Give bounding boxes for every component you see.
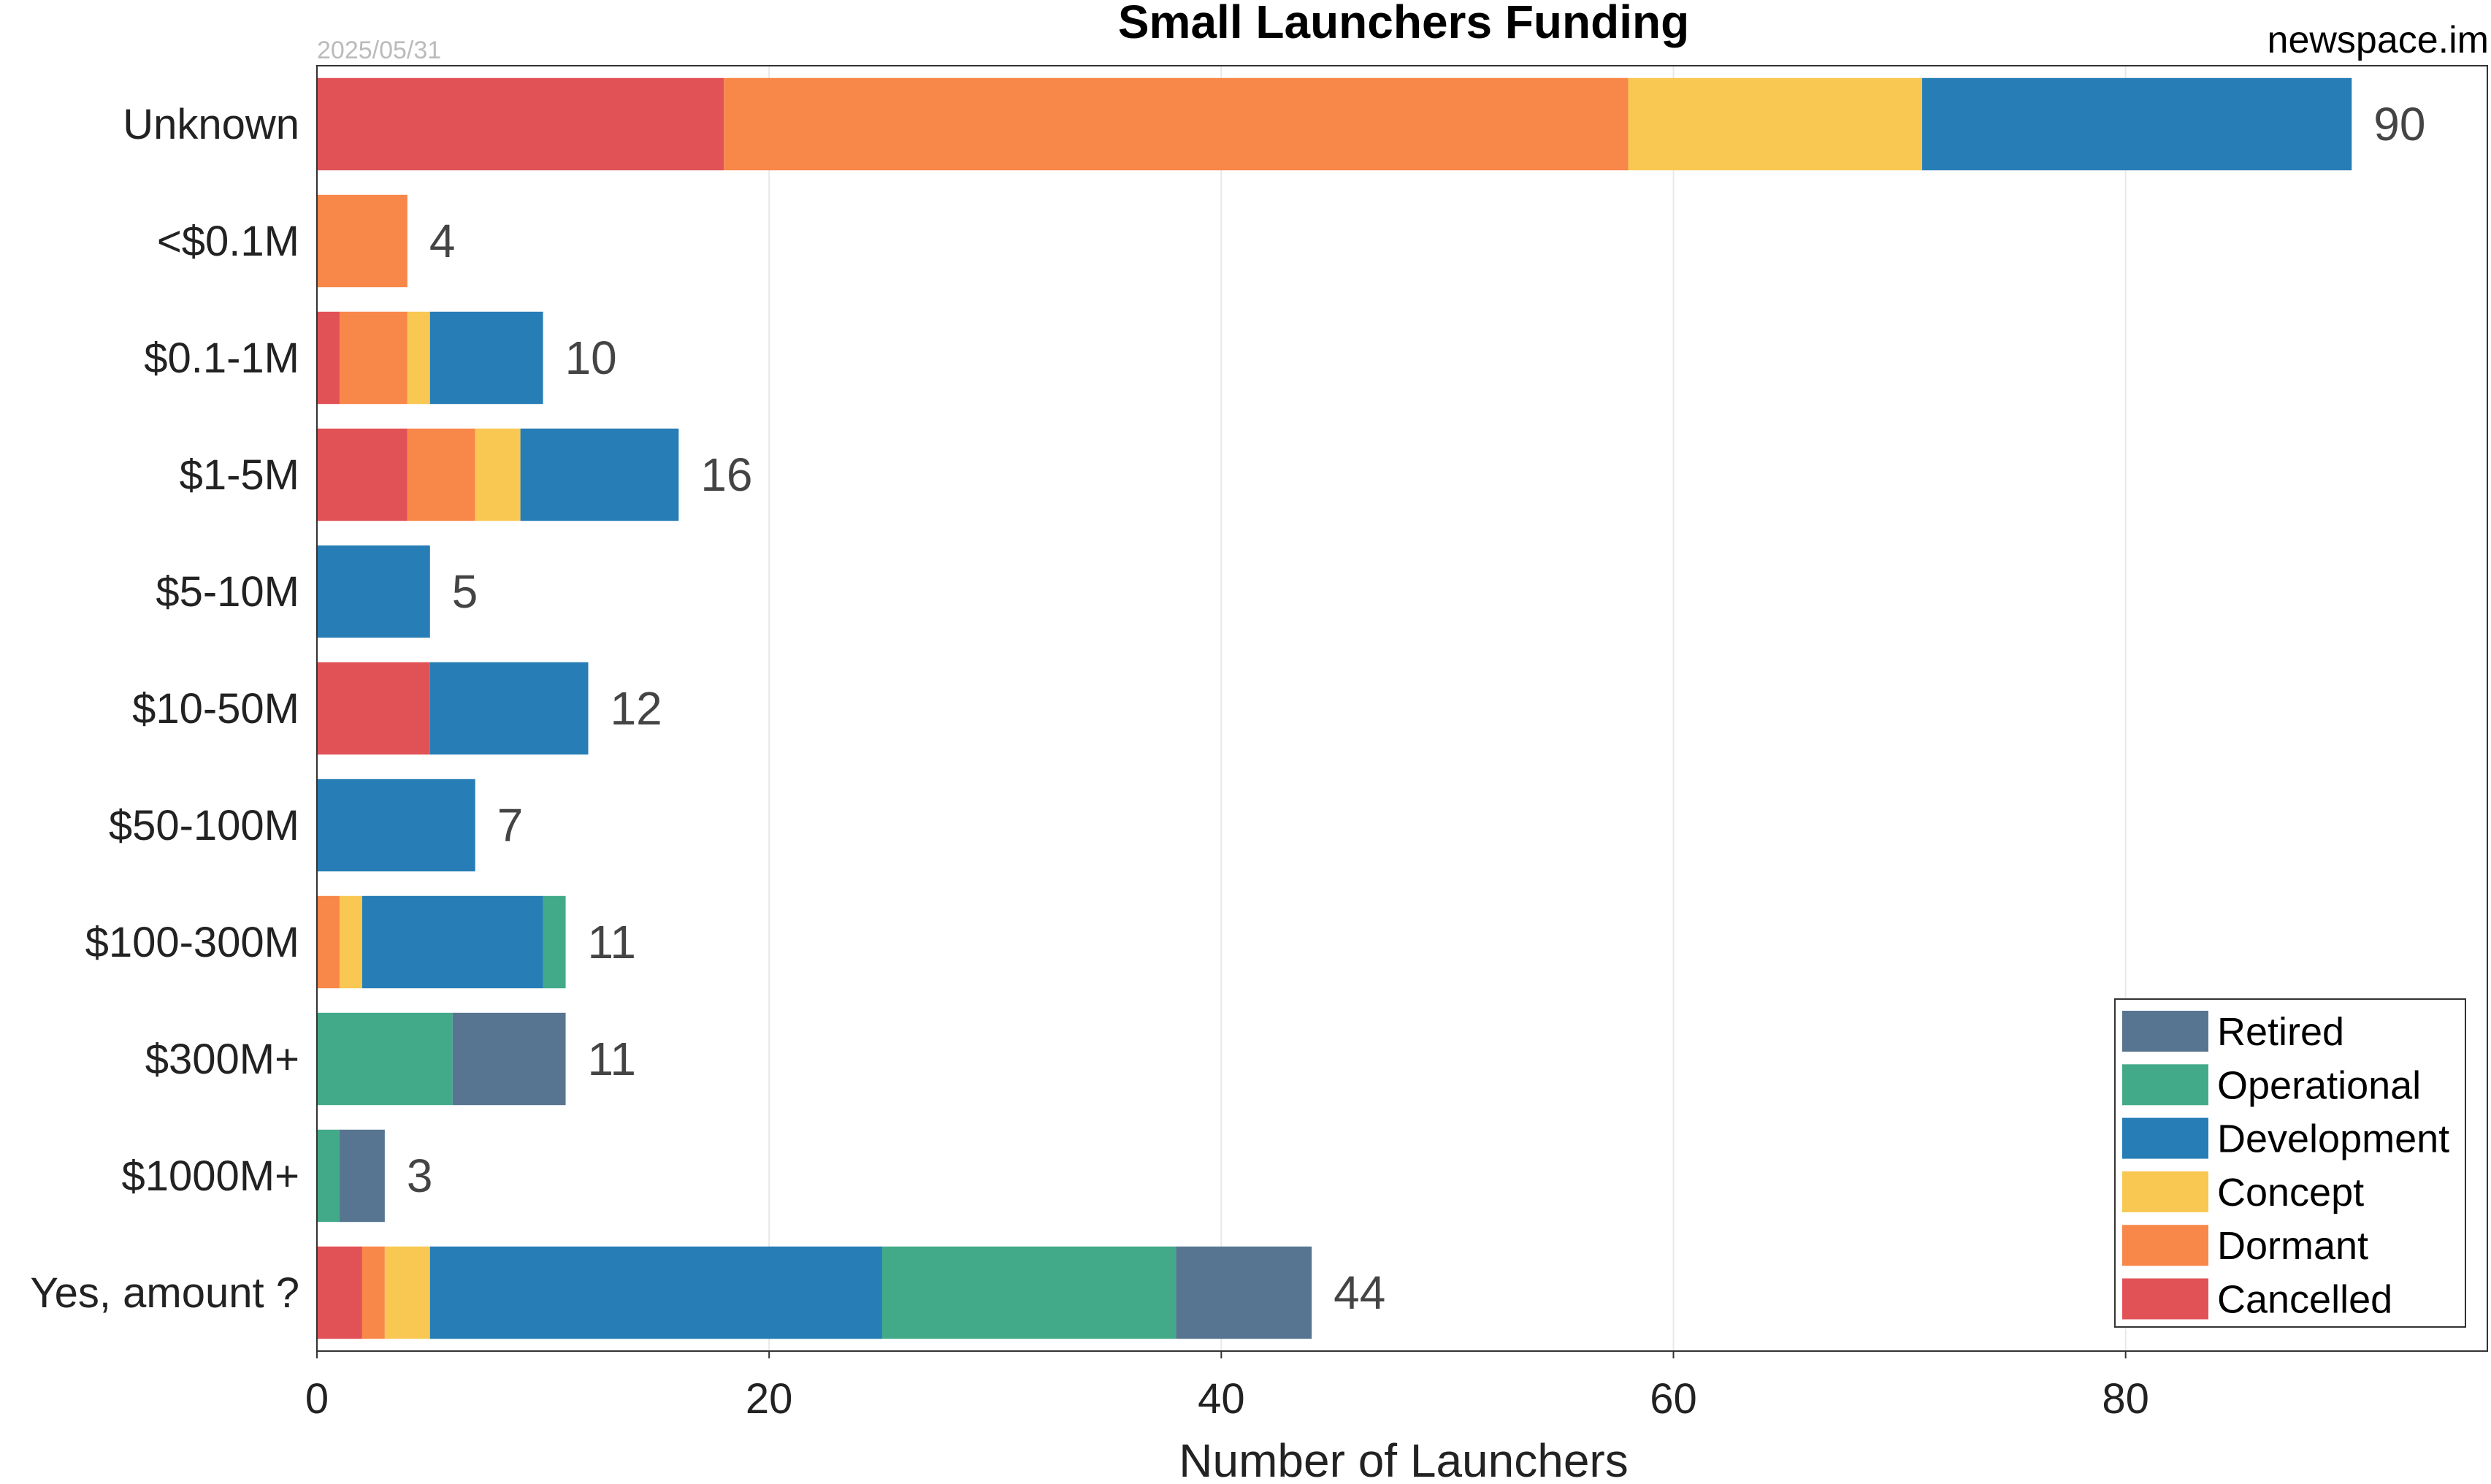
total-value-label: 11: [588, 1033, 636, 1085]
total-value-label: 44: [1333, 1266, 1385, 1319]
bar-segment-development: [429, 662, 589, 755]
legend-label: Retired: [2217, 1010, 2344, 1054]
bar-segment-retired: [452, 1012, 566, 1106]
bar-segment-cancelled: [317, 1246, 362, 1339]
total-value-label: 4: [429, 215, 456, 267]
bar-segment-concept: [1628, 77, 1923, 171]
bar-segment-development: [520, 428, 679, 521]
source-label: newspace.im: [2268, 19, 2489, 61]
category-label: Unknown: [123, 101, 299, 148]
x-tick-label: 80: [2102, 1375, 2149, 1423]
legend-label: Operational: [2217, 1063, 2421, 1107]
total-value-label: 12: [611, 682, 662, 735]
bar-segment-concept: [475, 428, 521, 521]
bar-segment-retired: [339, 1129, 385, 1223]
bar-segment-development: [317, 779, 475, 872]
total-value-label: 11: [588, 916, 636, 968]
bar-segment-dormant: [361, 1246, 385, 1339]
bar-segment-cancelled: [317, 662, 430, 755]
x-tick-label: 0: [305, 1375, 329, 1423]
bar-segment-dormant: [317, 895, 340, 989]
legend-swatch-concept: [2122, 1171, 2208, 1212]
legend: Retired Operational Development Concept Dorm…: [2114, 998, 2466, 1328]
plot-frame: [316, 65, 2488, 1352]
bar-segment-retired: [1176, 1246, 1312, 1339]
bar-segment-operational: [543, 895, 566, 989]
total-value-label: 3: [407, 1150, 433, 1202]
category-label: $100-300M: [85, 919, 299, 966]
category-label: $300M+: [145, 1036, 299, 1083]
legend-label: Dormant: [2217, 1224, 2368, 1268]
category-label: $5-10M: [156, 568, 299, 616]
bar-segment-concept: [407, 311, 430, 405]
total-value-label: 90: [2373, 98, 2425, 150]
category-label: $50-100M: [109, 802, 299, 849]
legend-swatch-cancelled: [2122, 1278, 2208, 1320]
bar-segment-cancelled: [317, 77, 724, 171]
chart-title: Small Launchers Funding: [1118, 0, 1689, 48]
bar-segment-dormant: [339, 311, 407, 405]
category-label: <$0.1M: [157, 218, 299, 265]
total-value-label: 10: [565, 332, 617, 384]
bars: [317, 77, 2352, 1339]
chart-date: 2025/05/31: [317, 37, 441, 64]
legend-box: [2114, 998, 2466, 1328]
legend-swatch-operational: [2122, 1064, 2208, 1106]
bar-segment-operational: [317, 1012, 453, 1106]
category-label: $10-50M: [132, 685, 299, 733]
legend-label: Concept: [2217, 1171, 2364, 1215]
bar-segment-cancelled: [317, 311, 340, 405]
bar-segment-development: [429, 311, 543, 405]
bar-segment-dormant: [407, 428, 475, 521]
bar-segment-operational: [317, 1129, 340, 1223]
bar-segment-development: [317, 545, 430, 638]
category-label: Yes, amount ?: [30, 1269, 299, 1317]
category-label: $1000M+: [122, 1152, 299, 1200]
x-tick-label: 60: [1650, 1375, 1697, 1423]
category-label: $1-5M: [180, 451, 299, 499]
bar-segment-cancelled: [317, 428, 407, 521]
bar-segment-dormant: [724, 77, 1629, 171]
bar-segment-concept: [384, 1246, 430, 1339]
bar-segment-operational: [881, 1246, 1176, 1339]
total-value-label: 5: [452, 565, 478, 618]
legend-swatch-retired: [2122, 1011, 2208, 1052]
bar-segment-concept: [339, 895, 362, 989]
category-label: $0.1-1M: [144, 334, 299, 382]
total-value-label: 16: [700, 448, 752, 501]
bar-segment-development: [361, 895, 543, 989]
bar-segment-development: [1922, 77, 2352, 171]
x-tick-label: 40: [1198, 1375, 1245, 1423]
bar-labels: Unknown 90 <$0.1M 4 $0.1-1M 10 $1-5M 16 $5-10M 5 $…: [30, 98, 2425, 1319]
x-tick-label: 20: [746, 1375, 793, 1423]
x-axis-label: Number of Launchers: [1179, 1434, 1628, 1480]
total-value-label: 7: [497, 799, 524, 852]
legend-swatch-dormant: [2122, 1225, 2208, 1266]
bar-segment-development: [429, 1246, 882, 1339]
legend-swatch-development: [2122, 1117, 2208, 1159]
bar-segment-dormant: [317, 194, 407, 288]
legend-label: Development: [2217, 1117, 2449, 1161]
x-axis: 0 20 40 60 80: [305, 1351, 2149, 1423]
legend-label: Cancelled: [2217, 1278, 2392, 1322]
